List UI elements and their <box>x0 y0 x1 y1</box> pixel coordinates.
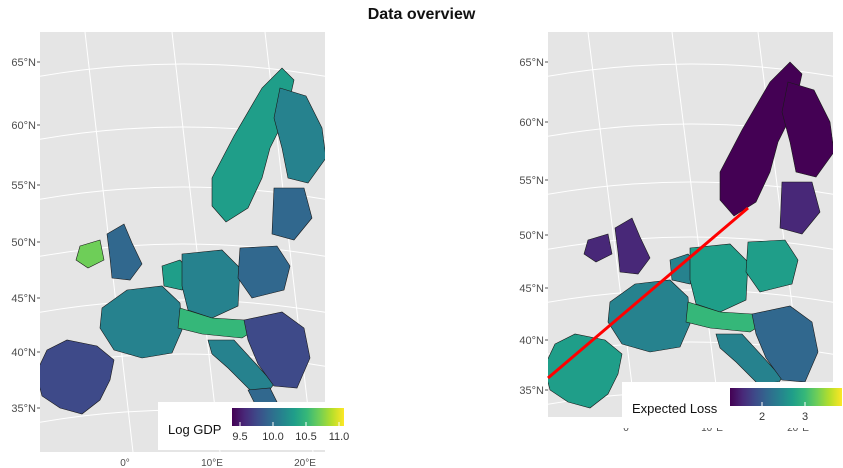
region-iberia <box>40 339 115 415</box>
latitude-label: 60°N <box>519 117 544 129</box>
region-uk <box>614 217 651 275</box>
latitude-label: 35°N <box>11 403 36 415</box>
longitude-label: 0° <box>120 458 130 468</box>
longitude-label: 10°E <box>201 458 223 468</box>
latitude-label: 50°N <box>519 230 544 242</box>
legend-tick-label: 9.5 <box>232 431 247 443</box>
region-ireland <box>75 239 105 269</box>
latitude-label: 45°N <box>11 293 36 305</box>
longitude-label: 10°E <box>701 423 723 434</box>
region-germany <box>689 243 749 313</box>
latitude-gridline <box>40 243 325 257</box>
legend-tick-label: 10.0 <box>262 431 283 443</box>
region-baltic <box>271 187 313 241</box>
map-svg-expected-loss: 65°N60°N55°N50°N45°N40°N35°N 0° 10°E 20°E … <box>519 32 842 434</box>
legend-tick-label: 10.5 <box>295 431 316 443</box>
region-france <box>607 279 691 353</box>
longitude-label: 20°E <box>294 458 316 468</box>
trend-line <box>547 206 749 380</box>
region-uk <box>106 223 143 281</box>
legend-colorbar <box>730 388 842 406</box>
region-finland <box>781 81 833 178</box>
latitude-gridline <box>548 63 833 77</box>
latitude-label: 40°N <box>519 335 544 347</box>
latitude-gridline <box>548 289 833 303</box>
region-baltic <box>779 181 821 235</box>
longitude-gridline <box>171 32 221 452</box>
legend-title: Expected Loss <box>632 401 718 416</box>
region-poland <box>745 239 799 293</box>
latitude-label: 65°N <box>519 57 544 69</box>
latitude-label: 40°N <box>11 347 36 359</box>
legend-tick-label: 2 <box>759 411 765 423</box>
legend-title: Log GDP <box>168 422 221 437</box>
map-panel-expected-loss: 65°N 60°N 55°N 50°N 45°N 40°N 35°N 0° 10°E 20°E … <box>460 30 843 468</box>
region-poland <box>237 245 291 299</box>
latitude-label: 55°N <box>11 180 36 192</box>
latitude-label: 45°N <box>519 283 544 295</box>
latitude-gridline <box>548 236 833 250</box>
region-polygons <box>40 67 325 415</box>
region-germany <box>181 249 241 319</box>
region-balkans <box>243 311 311 389</box>
longitude-gridline <box>671 32 721 417</box>
latitude-label: 60°N <box>11 120 36 132</box>
latitude-label: 65°N <box>11 57 36 69</box>
latitude-label: 35°N <box>519 385 544 397</box>
latitude-gridline <box>40 299 325 313</box>
map-panel-log-gdp: 65°N 60°N 55°N 50°N 45°N 40°N 35°N 0° 10°E 20°E … <box>0 30 400 468</box>
color-legend: Log GDP 9.5 10.0 10.5 11.0 <box>158 402 358 450</box>
map-svg-log-gdp: 65°N60°N55°N50°N45°N40°N35°N 0° 10°E 20°E … <box>11 32 358 468</box>
legend-tick-label: 3 <box>802 411 808 423</box>
latitude-label: 55°N <box>519 175 544 187</box>
legend-colorbar <box>232 408 344 426</box>
longitude-label: 20°E <box>787 423 809 434</box>
region-france <box>99 285 183 359</box>
legend-tick-label: 11.0 <box>329 431 350 443</box>
latitude-gridline <box>40 63 325 77</box>
longitude-gridline <box>587 32 637 417</box>
figure-title: Data overview <box>367 6 476 23</box>
region-ireland <box>583 233 613 263</box>
region-polygons <box>548 61 833 409</box>
longitude-label: 0° <box>623 423 633 434</box>
latitude-label: 50°N <box>11 237 36 249</box>
color-legend: Expected Loss 2 3 <box>622 382 842 428</box>
region-finland <box>273 87 325 184</box>
